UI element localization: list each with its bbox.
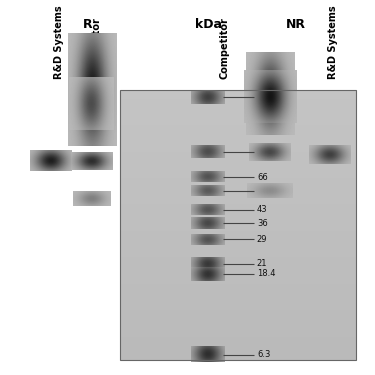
Text: R&D Systems: R&D Systems (54, 5, 64, 79)
Bar (120, 90, 356, 360)
Text: 21: 21 (257, 259, 267, 268)
Text: R&D Systems: R&D Systems (328, 5, 338, 79)
Text: 92.5: 92.5 (257, 147, 275, 156)
Text: R: R (83, 18, 93, 31)
Text: 18.4: 18.4 (257, 269, 275, 278)
Text: 190: 190 (257, 93, 273, 102)
Text: Competitor: Competitor (219, 17, 230, 79)
Text: Competitor: Competitor (92, 17, 102, 79)
Text: 66: 66 (257, 172, 268, 182)
Text: 29: 29 (257, 235, 267, 244)
Text: 36: 36 (257, 219, 268, 228)
Text: 6.3: 6.3 (257, 350, 270, 359)
Text: NR: NR (286, 18, 306, 31)
Text: 43: 43 (257, 205, 267, 214)
Text: kDa: kDa (195, 18, 222, 31)
Text: 55: 55 (257, 186, 267, 195)
